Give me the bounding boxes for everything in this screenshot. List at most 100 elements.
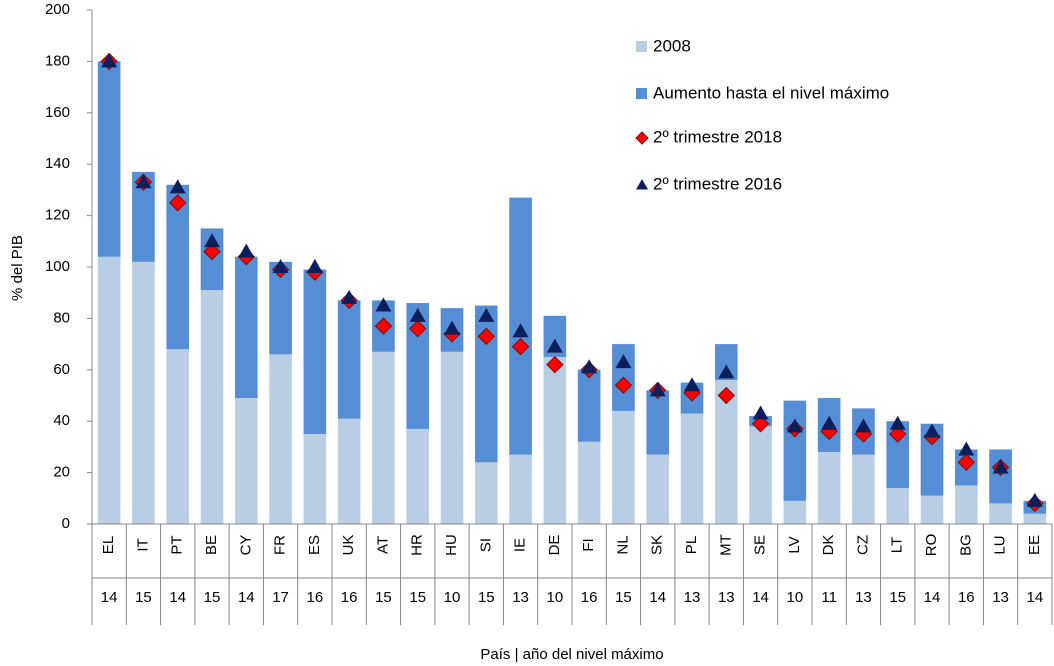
legend-label: 2º trimestre 2018: [653, 127, 782, 146]
year-label: 13: [512, 589, 529, 606]
diamond-marker: [374, 317, 393, 335]
year-label: 13: [992, 589, 1009, 606]
x-tick-label: RO: [923, 534, 940, 557]
triangle-marker: [101, 53, 118, 68]
bar-segment: [269, 261, 292, 355]
x-tick-label: LV: [786, 536, 803, 553]
bar-segment: [234, 256, 258, 399]
y-tick-label: 140: [45, 155, 70, 172]
bar-segment: [783, 500, 807, 524]
triangle-marker: [409, 307, 426, 322]
diamond-marker: [614, 376, 633, 394]
bar-segment: [749, 426, 772, 524]
bar-segment: [783, 400, 807, 501]
y-tick-label: 180: [45, 52, 70, 69]
diamond-marker: [203, 242, 221, 261]
x-tick-label: SK: [649, 535, 666, 555]
bar-segment: [646, 454, 670, 524]
y-tick-label: 100: [45, 258, 70, 275]
x-tick-label: PL: [683, 536, 700, 554]
bar-segment: [234, 398, 258, 524]
x-tick-label: HR: [409, 534, 426, 556]
bar-segment: [989, 503, 1012, 524]
year-label: 15: [615, 589, 632, 606]
diamond-marker: [409, 319, 427, 338]
x-tick-label: EE: [1026, 535, 1043, 555]
triangle-marker: [992, 459, 1009, 474]
bar-segment: [886, 421, 910, 489]
bar-segment: [406, 302, 430, 429]
year-label: 15: [204, 589, 221, 606]
triangle-marker: [684, 377, 700, 392]
bar-segment: [543, 315, 567, 357]
legend-swatch: [635, 131, 649, 145]
y-tick-label: 0: [62, 515, 70, 532]
bar-segment: [337, 300, 361, 419]
x-tick-label: BE: [203, 535, 220, 555]
x-tick-label: FR: [272, 535, 289, 555]
triangle-marker: [1026, 492, 1043, 507]
bar-segment: [303, 269, 327, 435]
x-tick-label: ES: [306, 535, 323, 555]
year-label: 10: [444, 589, 461, 606]
year-label: 14: [752, 589, 769, 606]
year-label: 15: [135, 589, 152, 606]
year-label: 16: [581, 589, 598, 606]
bar-segment: [817, 452, 841, 524]
year-label: 14: [1027, 589, 1044, 606]
diamond-marker: [889, 425, 907, 443]
triangle-marker: [546, 338, 563, 353]
triangle-marker: [135, 174, 152, 189]
x-tick-label: CZ: [854, 535, 871, 555]
legend-swatch: [636, 88, 647, 99]
y-tick-label: 160: [45, 104, 70, 121]
x-tick-label: DK: [820, 535, 837, 556]
diamond-marker: [957, 453, 975, 472]
y-tick-label: 200: [45, 1, 70, 18]
x-tick-label: FI: [580, 538, 597, 551]
bar-segment: [303, 434, 327, 524]
triangle-marker: [958, 441, 975, 456]
bar-segment: [132, 171, 155, 262]
bar-segment: [372, 351, 395, 524]
y-tick-label: 40: [53, 412, 70, 429]
x-tick-label: DE: [546, 535, 563, 556]
year-label: 15: [478, 589, 495, 606]
bar-segment: [920, 423, 944, 496]
year-label: 15: [409, 589, 426, 606]
triangle-marker: [444, 320, 460, 335]
x-tick-label: CY: [237, 535, 254, 556]
bar-segment: [577, 441, 601, 524]
triangle-marker: [821, 415, 838, 430]
triangle-marker: [169, 179, 186, 194]
year-label: 15: [375, 589, 392, 606]
bar-segment: [714, 344, 738, 381]
year-label: 10: [787, 589, 804, 606]
x-tick-label: SI: [477, 538, 494, 552]
year-label: 14: [649, 589, 666, 606]
x-tick-label: LU: [992, 535, 1009, 554]
triangle-marker: [752, 405, 769, 420]
diamond-marker: [477, 327, 495, 346]
year-label: 14: [924, 589, 941, 606]
bar-segment: [474, 462, 498, 524]
x-tick-label: SE: [752, 535, 769, 555]
triangle-marker: [238, 243, 255, 258]
y-tick-label: 80: [53, 309, 70, 326]
y-tick-label: 120: [45, 207, 70, 224]
year-label: 15: [889, 589, 906, 606]
x-tick-label: AT: [374, 536, 391, 554]
bar-segment: [680, 413, 704, 524]
bar-segment: [166, 349, 190, 524]
diamond-marker: [169, 194, 187, 212]
y-axis-label: % del PIB: [9, 235, 26, 301]
bar-segment: [1023, 513, 1047, 524]
bar-segment: [612, 410, 635, 524]
bar-segment: [97, 61, 121, 257]
year-label: 16: [958, 589, 975, 606]
triangle-marker: [581, 359, 598, 374]
diamond-marker: [546, 355, 564, 374]
triangle-marker: [786, 418, 803, 433]
year-label: 10: [547, 589, 564, 606]
